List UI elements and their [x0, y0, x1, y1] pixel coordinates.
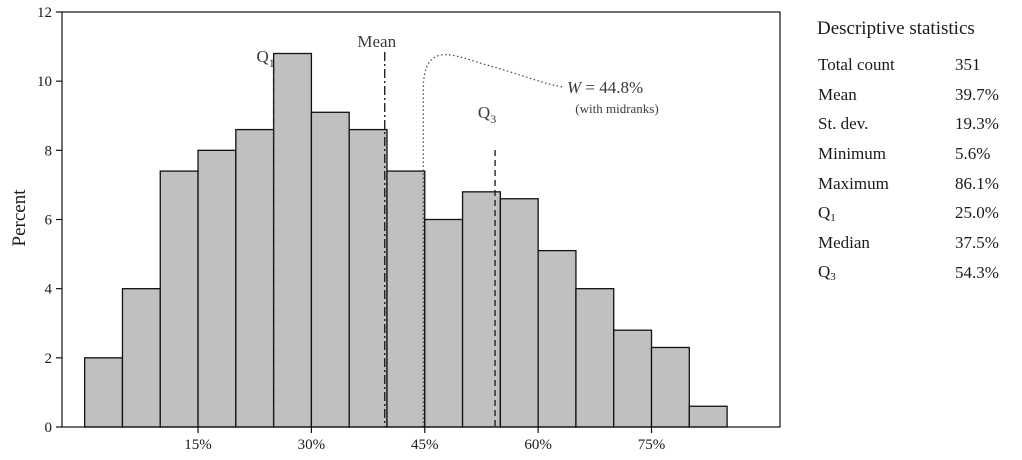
histogram-bar — [235, 128, 275, 428]
bars-layer — [84, 52, 728, 428]
histogram-bar — [537, 249, 577, 428]
x-tick-label: 15% — [184, 437, 212, 453]
stats-row: Mean 39.7% — [818, 80, 999, 110]
histogram-bar — [84, 357, 124, 428]
stats-row-label: Mean — [818, 84, 857, 104]
histogram-bar — [310, 111, 350, 428]
stats-row-value: 351 — [955, 54, 981, 74]
w-annotation-label: W = 44.8% — [567, 78, 643, 97]
stats-row: Q3 54.3% — [818, 258, 999, 288]
histogram-bar — [272, 52, 313, 428]
histogram-bar — [121, 288, 161, 428]
x-tick-label: 75% — [638, 437, 666, 453]
stats-row-value: 25.0% — [955, 203, 999, 223]
w-annotation-note: (with midranks) — [575, 101, 658, 116]
histogram-bar — [575, 288, 615, 428]
stats-row: Maximum 86.1% — [818, 169, 999, 199]
stats-row-label: Median — [818, 232, 870, 252]
q3-label: Q3 — [478, 103, 496, 126]
y-tick-label: 0 — [45, 420, 53, 436]
stats-row-value: 54.3% — [955, 262, 999, 282]
y-tick-label: 12 — [37, 5, 52, 21]
stats-row-label: Total count — [818, 54, 895, 74]
x-tick-label: 60% — [524, 437, 552, 453]
stats-row-label: Q3 — [818, 262, 836, 284]
stats-table: Total count 351 Mean 39.7% St. dev. 19.3% Mini… — [818, 50, 999, 288]
y-tick-label: 2 — [45, 351, 53, 367]
stats-row-label: Minimum — [818, 143, 887, 163]
y-axis-title: Percent — [9, 189, 30, 247]
stats-row-value: 5.6% — [955, 143, 991, 163]
stats-row-label: Maximum — [818, 173, 889, 193]
w-marker-line — [422, 54, 564, 427]
histogram-bar — [197, 149, 237, 428]
histogram-bar — [613, 329, 653, 428]
y-tick-label: 8 — [45, 143, 53, 159]
histogram-bar — [348, 128, 388, 428]
histogram-chart: Q1 Mean Q3 W = 44.8% (with midranks) 0 2 4 6 8 10… — [9, 5, 781, 453]
q1-label: Q1 — [256, 47, 274, 70]
histogram-bar — [688, 405, 728, 428]
stats-row: Q1 25.0% — [818, 198, 999, 228]
histogram-bar — [424, 218, 464, 428]
stats-row: Minimum 5.6% — [818, 139, 999, 169]
histogram-bar — [650, 346, 690, 428]
reference-lines-layer: Q1 Mean Q3 W = 44.8% (with midranks) — [256, 32, 659, 427]
axes-layer: 0 2 4 6 8 10 12 15% 30% 45% 60% 75% — [37, 5, 781, 453]
stats-row: St. dev. 19.3% — [818, 109, 999, 139]
stats-row-value: 86.1% — [955, 173, 999, 193]
stats-row: Median 37.5% — [818, 228, 999, 258]
mean-label: Mean — [357, 32, 396, 51]
y-tick-label: 6 — [45, 213, 53, 229]
stats-row-value: 37.5% — [955, 232, 999, 252]
x-tick-label: 30% — [298, 437, 326, 453]
y-tick-label: 10 — [37, 74, 52, 90]
histogram-bar — [386, 170, 426, 428]
stats-row-value: 19.3% — [955, 114, 999, 134]
y-tick-label: 4 — [45, 282, 53, 298]
stats-title: Descriptive statistics — [817, 18, 975, 39]
histogram-bar — [159, 170, 199, 428]
stats-row: Total count 351 — [818, 50, 999, 80]
histogram-bar — [499, 198, 539, 428]
stats-row-label: St. dev. — [818, 114, 869, 134]
stats-row-value: 39.7% — [955, 84, 999, 104]
descriptive-stats-panel: Descriptive statistics Total count 351 Mea… — [817, 18, 1018, 288]
stats-row-label: Q1 — [818, 202, 836, 224]
x-tick-label: 45% — [411, 437, 439, 453]
